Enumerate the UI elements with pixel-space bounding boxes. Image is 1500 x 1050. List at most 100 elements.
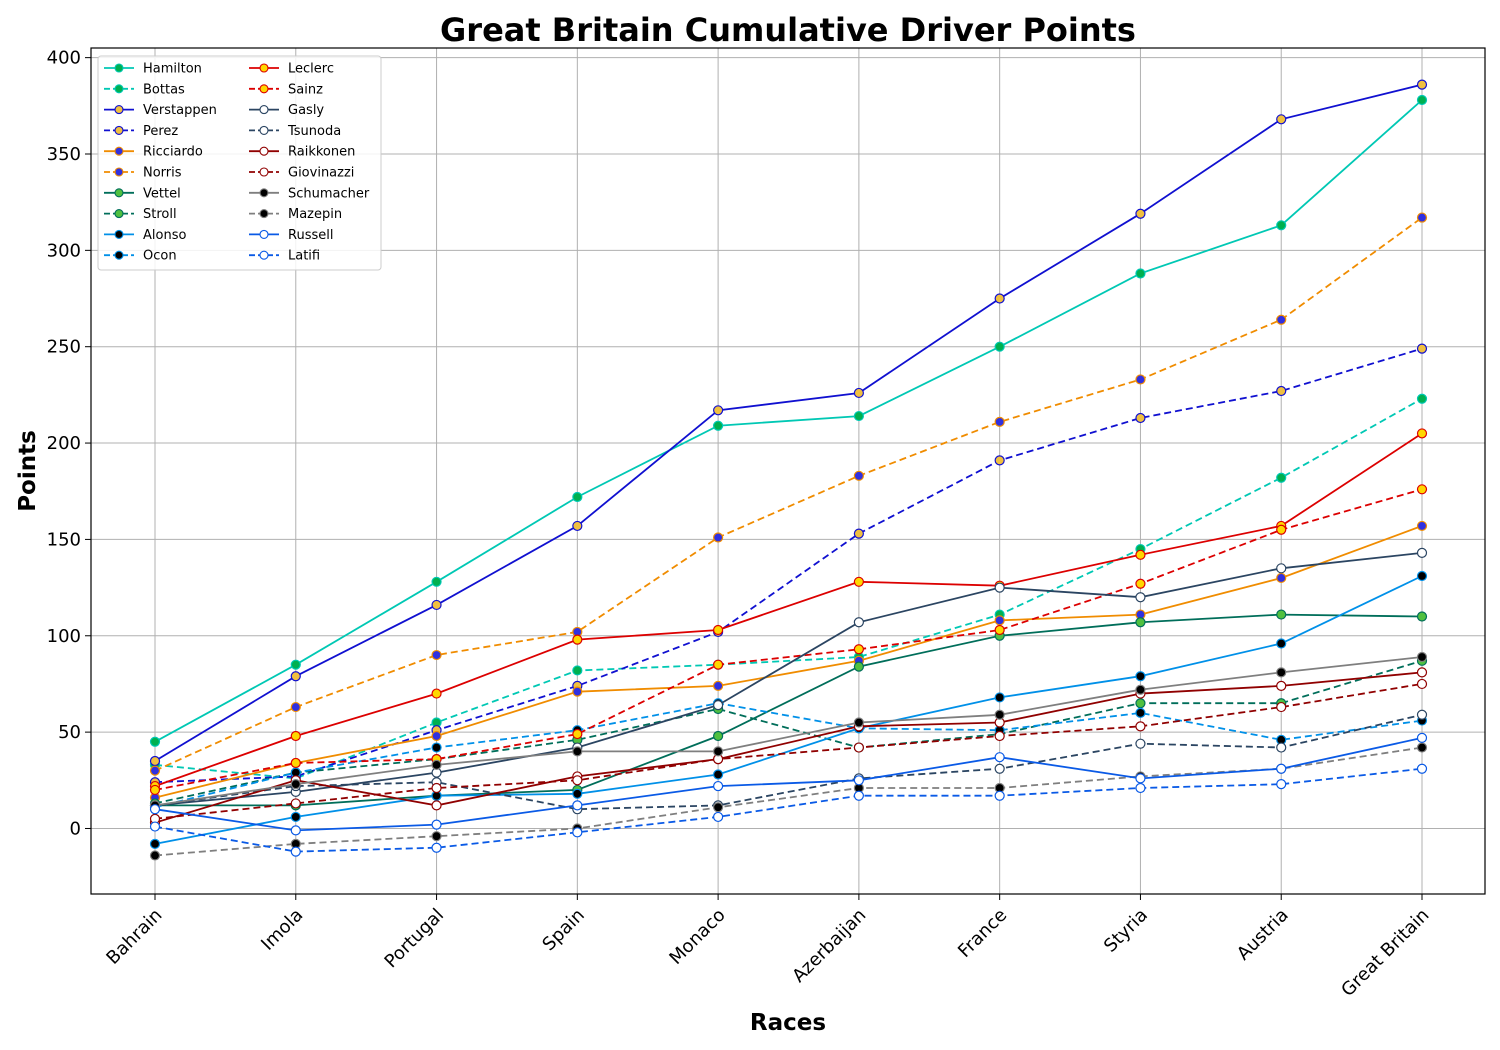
y-tick-label: 150 (47, 529, 81, 550)
data-point (572, 520, 583, 532)
data-point (1416, 520, 1428, 532)
y-tick-label: 0 (70, 818, 81, 839)
data-point (1416, 484, 1428, 495)
legend-label: Norris (143, 166, 182, 181)
x-tick-label: Azerbaijan (788, 905, 870, 987)
series-ocon (149, 698, 1428, 813)
data-point (994, 624, 1005, 636)
data-point (713, 532, 724, 543)
data-point (290, 671, 301, 682)
plot-frame (90, 47, 1486, 895)
legend-label: Hamilton (143, 62, 202, 77)
data-point (572, 728, 583, 740)
data-point (853, 742, 864, 753)
data-point (1135, 782, 1146, 794)
series-hamilton (149, 94, 1428, 747)
legend-marker (114, 167, 124, 177)
x-tick-label: Monaco (665, 905, 729, 969)
data-point (1276, 385, 1287, 397)
data-point (713, 802, 724, 813)
legend-label: Perez (143, 124, 178, 139)
x-tick-label: Imola (257, 905, 307, 955)
legend-item: Russell (249, 228, 333, 243)
legend-item: Tsunoda (249, 124, 341, 139)
data-point (431, 730, 442, 742)
series-line (154, 683, 1423, 820)
data-point (853, 790, 864, 801)
data-point (853, 387, 864, 399)
legend-marker (259, 209, 269, 219)
data-point (994, 455, 1005, 466)
data-point (149, 736, 161, 747)
legend-marker (114, 188, 124, 198)
legend-marker (259, 250, 269, 260)
legend-item: Stroll (104, 207, 177, 222)
series-line (154, 99, 1423, 743)
data-point (713, 780, 724, 792)
data-point (431, 649, 442, 661)
data-point (994, 790, 1005, 801)
x-tick-label: France (954, 905, 1011, 962)
series-schumacher (149, 651, 1428, 811)
y-tick-label: 400 (47, 48, 81, 69)
series-line (154, 671, 1423, 824)
data-point (1135, 208, 1146, 219)
series-line (154, 575, 1423, 845)
legend-marker (259, 146, 269, 156)
data-point (1416, 763, 1428, 774)
data-point (1416, 428, 1428, 439)
data-point (994, 730, 1005, 742)
data-point (1135, 698, 1146, 709)
data-point (290, 825, 301, 836)
series-line (154, 737, 1423, 832)
legend-item: Mazepin (249, 207, 342, 222)
series-lines (149, 79, 1428, 861)
y-tick-label: 50 (58, 722, 81, 743)
data-point (572, 788, 583, 799)
data-point (572, 634, 583, 645)
series-line (154, 216, 1423, 772)
data-point (1135, 374, 1146, 385)
legend-item: Perez (104, 124, 178, 139)
data-point (290, 779, 301, 790)
data-point (431, 742, 442, 753)
data-point (1276, 114, 1287, 125)
legend-item: Leclerc (249, 62, 334, 77)
data-point (431, 599, 442, 611)
legend-label: Latifi (288, 249, 320, 264)
legend-marker (114, 84, 124, 94)
data-point (1276, 638, 1287, 649)
data-point (713, 405, 724, 416)
data-point (853, 644, 864, 655)
data-point (431, 842, 442, 853)
legend-marker (114, 125, 124, 135)
data-point (1135, 738, 1146, 749)
legend-box (97, 55, 382, 271)
data-point (1416, 79, 1428, 90)
data-point (572, 800, 583, 811)
data-point (1276, 609, 1287, 620)
data-point (1416, 709, 1428, 720)
x-tick-label: Styria (1100, 905, 1152, 957)
y-tick-label: 200 (47, 433, 81, 454)
legend-label: Verstappen (143, 103, 217, 118)
x-tick-label: Bahrain (102, 905, 166, 969)
data-point (713, 730, 724, 742)
legend-item: Bottas (104, 82, 185, 97)
data-point (1276, 572, 1287, 584)
data-point (994, 752, 1005, 763)
data-point (290, 798, 301, 809)
data-point (994, 582, 1005, 593)
data-point (1276, 220, 1287, 231)
data-point (431, 819, 442, 830)
legend-label: Russell (288, 228, 333, 243)
legend-marker (114, 63, 124, 73)
data-point (1135, 268, 1146, 279)
data-point (994, 416, 1005, 427)
data-point (290, 811, 301, 823)
series-latifi (149, 763, 1428, 857)
data-point (1416, 393, 1428, 404)
series-verstappen (149, 79, 1428, 767)
legend-item: Giovinazzi (249, 166, 354, 181)
data-point (1416, 732, 1428, 744)
